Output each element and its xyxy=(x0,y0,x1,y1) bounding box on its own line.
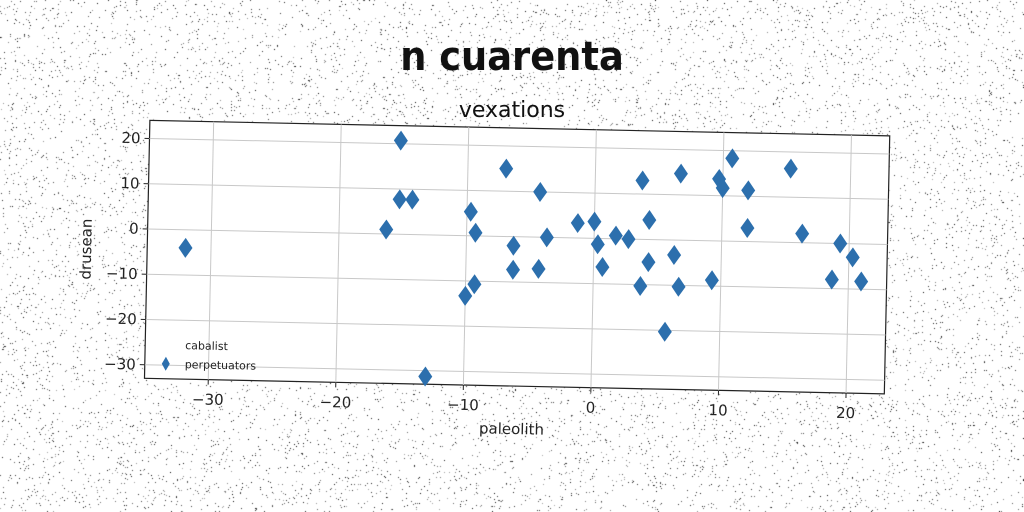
data-points xyxy=(178,130,869,387)
legend-title: cabalist xyxy=(185,339,229,353)
legend-entry-perpetuators: perpetuators xyxy=(185,358,257,372)
data-point xyxy=(506,235,521,256)
legend-marker xyxy=(161,356,170,371)
x-gridline xyxy=(845,135,852,394)
data-point xyxy=(740,217,755,238)
data-point xyxy=(608,225,623,246)
data-point xyxy=(854,271,869,292)
x-tick-label: −20 xyxy=(319,393,351,412)
chart-title: vexations xyxy=(459,98,565,123)
x-tick-label: −10 xyxy=(447,396,479,415)
data-point xyxy=(824,269,839,290)
data-point xyxy=(715,178,730,199)
data-point xyxy=(590,234,605,255)
data-point xyxy=(595,257,610,278)
y-gridline xyxy=(145,318,886,336)
x-tick-label: 20 xyxy=(836,404,855,422)
data-point xyxy=(533,181,548,202)
data-point xyxy=(531,258,546,279)
data-point xyxy=(641,252,656,273)
y-gridline xyxy=(146,273,887,291)
y-gridline xyxy=(148,183,889,200)
data-point xyxy=(570,213,585,234)
x-tick-label: −30 xyxy=(192,390,224,409)
data-point xyxy=(467,274,482,295)
data-point xyxy=(783,158,798,179)
y-gridline xyxy=(147,228,888,245)
y-tick-label: −30 xyxy=(104,355,136,374)
y-gridline xyxy=(149,137,890,155)
data-point xyxy=(667,244,682,265)
y-tick-label: 0 xyxy=(129,220,139,238)
data-point xyxy=(463,201,478,222)
data-point xyxy=(458,285,473,306)
x-gridline xyxy=(462,127,470,386)
data-point xyxy=(845,247,860,268)
x-gridline xyxy=(207,121,215,380)
data-point xyxy=(418,366,433,387)
data-point xyxy=(405,189,420,210)
data-point xyxy=(621,229,636,250)
data-point xyxy=(704,270,719,291)
data-point xyxy=(741,180,756,201)
data-point xyxy=(178,237,193,258)
data-point xyxy=(379,219,394,240)
y-gridline xyxy=(144,364,885,381)
data-point xyxy=(712,168,727,189)
x-gridline xyxy=(335,124,342,383)
data-point xyxy=(673,163,688,184)
data-point xyxy=(635,170,650,191)
y-tick-label: 10 xyxy=(120,174,139,192)
data-point xyxy=(587,211,602,232)
data-point xyxy=(633,275,648,296)
y-tick-label: 20 xyxy=(121,129,140,147)
data-point xyxy=(795,223,810,244)
data-point xyxy=(468,222,483,243)
figure-suptitle: n cuarenta xyxy=(400,34,624,80)
data-point xyxy=(393,130,408,151)
data-point xyxy=(657,321,672,342)
x-tick-label: 10 xyxy=(708,401,727,419)
y-tick-label: −10 xyxy=(106,264,138,283)
axis-ticks: −30 −20 −10 0 10 20 −30 −20 −10 0 10 20 xyxy=(104,129,855,422)
y-tick-label: −20 xyxy=(105,310,137,329)
x-tick-label: 0 xyxy=(586,399,596,417)
data-point xyxy=(725,148,740,169)
data-point xyxy=(499,158,514,179)
data-point xyxy=(642,210,657,231)
plot-area xyxy=(143,119,891,395)
legend: cabalist perpetuators xyxy=(161,339,257,373)
data-point xyxy=(506,259,521,280)
y-axis-label: drusean xyxy=(77,218,96,279)
data-point xyxy=(392,189,407,210)
x-gridline xyxy=(590,129,597,388)
x-axis-label: paleolith xyxy=(479,419,544,438)
data-point xyxy=(671,276,686,297)
data-point xyxy=(833,233,848,254)
data-point xyxy=(539,227,554,248)
